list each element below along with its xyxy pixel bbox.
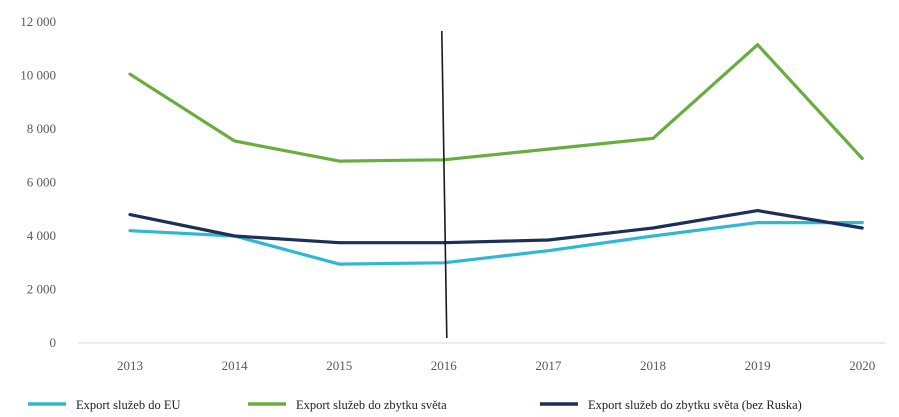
series-line-1 (128, 221, 864, 266)
legend: Export služeb do EU Export služeb do zbyt… (28, 398, 802, 412)
x-tick-label: 2020 (849, 358, 875, 373)
x-tick-label: 2013 (117, 358, 143, 373)
x-tick-label: 2019 (745, 358, 771, 373)
x-tick-label: 2017 (535, 358, 562, 373)
y-tick-label: 2 000 (27, 282, 56, 297)
series-lines (128, 43, 864, 266)
y-tick-label: 8 000 (27, 121, 56, 136)
series-line-2 (128, 43, 864, 163)
x-tick-label: 2014 (222, 358, 249, 373)
legend-label-3: Export služeb do zbytku světa (bez Ruska… (588, 398, 802, 412)
x-axis-ticks: 2013 2014 2015 2016 2017 2018 2019 2020 (117, 358, 875, 373)
y-tick-label: 10 000 (20, 68, 56, 83)
y-tick-label: 0 (50, 335, 57, 350)
y-axis-ticks: 0 2 000 4 000 6 000 8 000 10 000 12 000 (20, 14, 56, 350)
x-tick-label: 2018 (640, 358, 666, 373)
series-line-3 (128, 209, 864, 245)
vertical-marker-line (441, 30, 448, 339)
legend-label-2: Export služeb do zbytku světa (296, 398, 447, 412)
x-tick-label: 2016 (431, 358, 458, 373)
y-tick-label: 6 000 (27, 175, 56, 190)
x-tick-label: 2015 (326, 358, 352, 373)
legend-label-1: Export služeb do EU (76, 398, 181, 412)
y-tick-label: 12 000 (20, 14, 56, 29)
y-tick-label: 4 000 (27, 228, 56, 243)
